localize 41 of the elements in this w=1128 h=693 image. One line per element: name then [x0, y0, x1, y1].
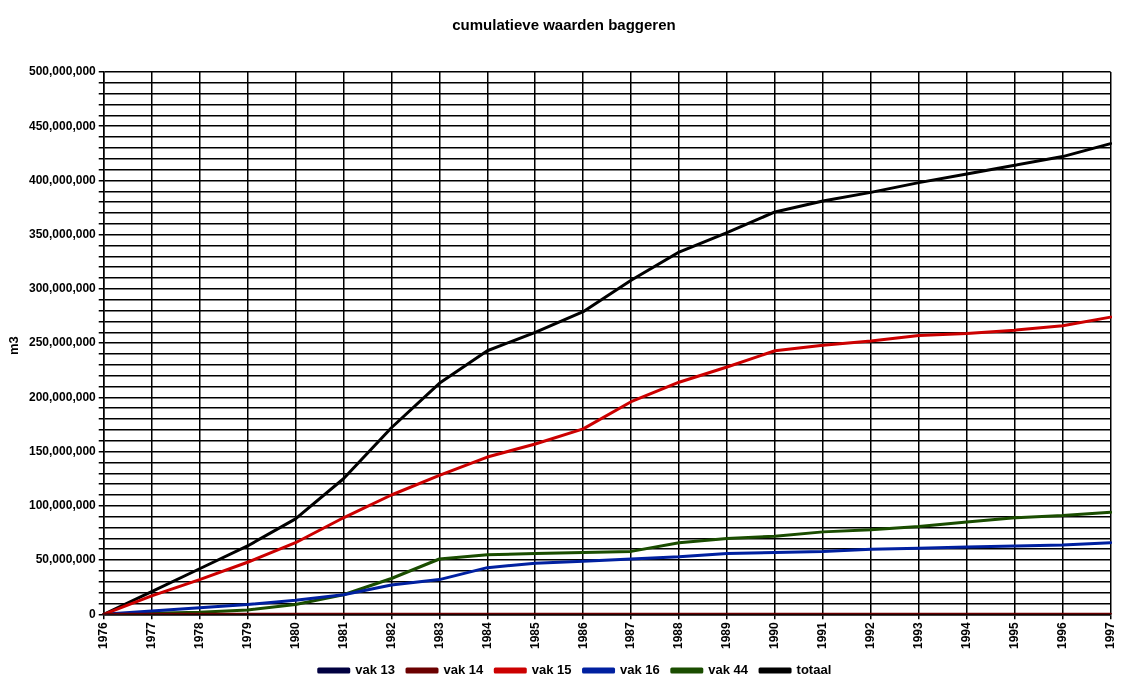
- x-tick-label: 1982: [383, 621, 398, 650]
- chart-title: cumulatieve waarden baggeren: [451, 16, 677, 33]
- x-tick-label: 1990: [767, 621, 782, 650]
- x-tick-label: 1979: [239, 621, 254, 650]
- x-tick-label: 1986: [575, 621, 590, 650]
- legend-label: vak 14: [443, 662, 485, 678]
- y-tick-label: 400,000,000: [29, 172, 97, 187]
- y-tick-label: 250,000,000: [29, 335, 97, 350]
- x-tick-label: 1993: [911, 621, 926, 650]
- x-tick-label: 1988: [671, 621, 686, 650]
- x-tick-label: 1996: [1054, 621, 1069, 650]
- legend-label: vak 15: [531, 662, 572, 678]
- x-tick-label: 1994: [959, 621, 974, 650]
- legend-label: vak 16: [620, 662, 660, 678]
- x-tick-label: 1981: [335, 621, 350, 650]
- legend-label: totaal: [796, 662, 832, 678]
- x-tick-label: 1991: [815, 621, 830, 650]
- y-tick-label: 350,000,000: [29, 227, 97, 241]
- x-tick-label: 1976: [96, 621, 111, 650]
- x-tick-label: 1984: [479, 621, 494, 650]
- y-tick-label: 450,000,000: [29, 118, 97, 133]
- x-tick-label: 1997: [1102, 621, 1117, 650]
- legend-label: vak 44: [708, 662, 749, 678]
- x-tick-label: 1980: [287, 621, 302, 650]
- y-tick-label: 150,000,000: [29, 443, 97, 458]
- x-tick-label: 1977: [143, 621, 158, 650]
- x-tick-label: 1992: [863, 621, 878, 650]
- x-tick-label: 1989: [719, 621, 734, 650]
- y-tick-label: 50,000,000: [35, 552, 97, 567]
- y-tick-label: 500,000,000: [29, 64, 97, 79]
- x-tick-label: 1978: [191, 621, 206, 650]
- x-tick-label: 1985: [527, 621, 542, 650]
- y-tick-label: 200,000,000: [29, 389, 97, 404]
- legend-label: vak 13: [355, 662, 396, 678]
- x-tick-label: 1983: [431, 621, 446, 650]
- y-tick-label: 100,000,000: [29, 498, 97, 513]
- y-axis-title: m3: [6, 335, 21, 355]
- y-tick-label: 0: [89, 606, 97, 621]
- x-tick-label: 1987: [623, 621, 638, 650]
- x-tick-label: 1995: [1007, 621, 1022, 650]
- y-tick-label: 300,000,000: [29, 281, 97, 296]
